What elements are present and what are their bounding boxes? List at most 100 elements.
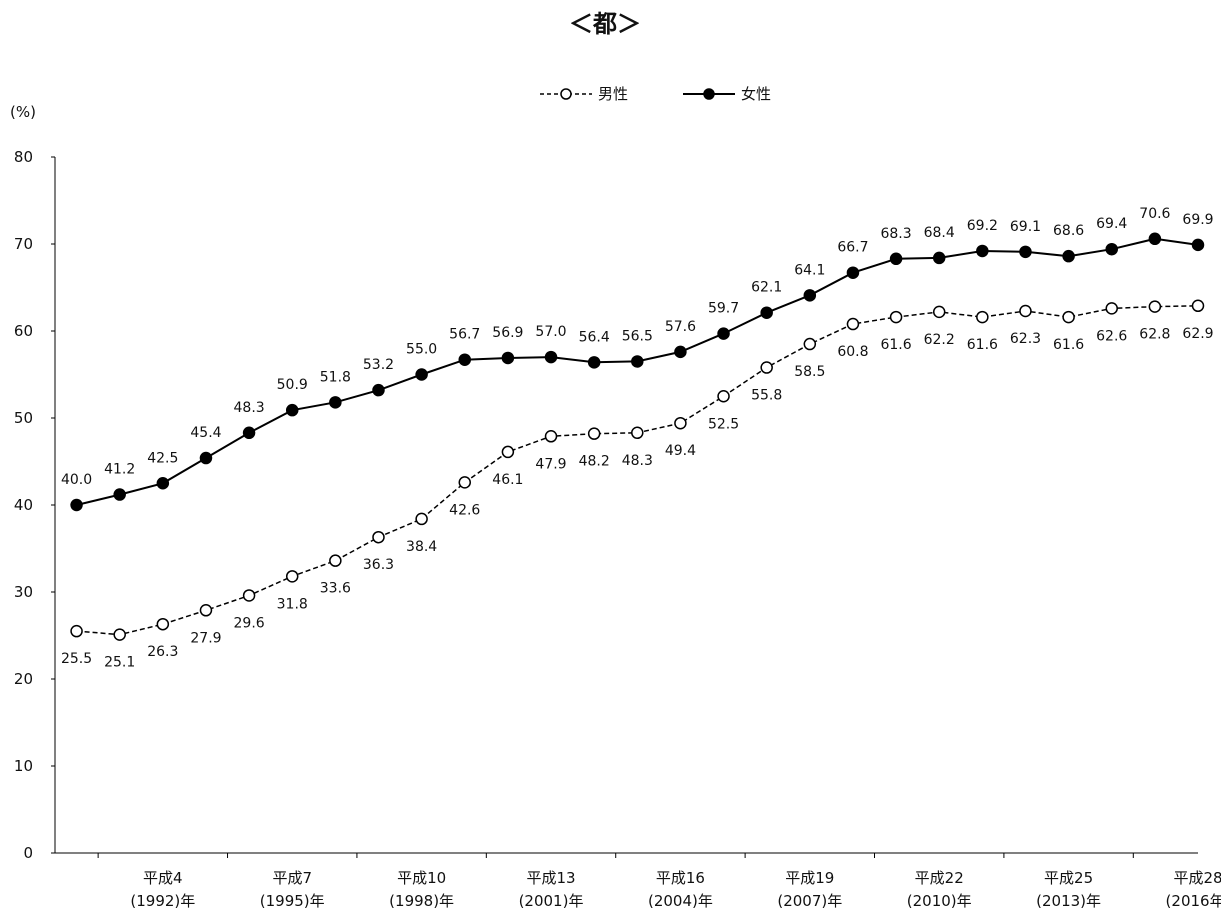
female-data-label: 69.9 — [1182, 212, 1213, 228]
female-data-label: 68.6 — [1053, 223, 1084, 239]
y-tick-label: 80 — [14, 148, 33, 166]
male-data-label: 61.6 — [967, 337, 998, 353]
male-data-point — [674, 416, 687, 430]
female-data-point — [242, 426, 256, 440]
x-tick-label-year: (2016年) — [1166, 892, 1221, 910]
male-data-label: 33.6 — [320, 581, 351, 597]
female-data-label: 50.9 — [277, 377, 308, 393]
male-data-point — [285, 570, 299, 583]
female-data-point — [846, 266, 860, 279]
x-tick-label-era: 平成22 — [915, 869, 964, 887]
female-data-point — [760, 306, 773, 319]
male-data-label: 48.3 — [622, 453, 653, 469]
y-tick-label: 40 — [14, 496, 33, 514]
male-data-label: 61.6 — [1053, 337, 1084, 353]
x-tick-label-era: 平成7 — [272, 869, 312, 887]
female-data-point — [976, 244, 989, 258]
female-data-point — [544, 350, 558, 364]
female-data-label: 55.0 — [406, 342, 437, 358]
y-tick-label: 50 — [14, 409, 33, 427]
female-data-label: 56.9 — [492, 325, 523, 341]
female-data-point — [199, 451, 213, 465]
female-data-point — [587, 356, 601, 369]
female-data-label: 68.3 — [880, 226, 911, 242]
male-data-label: 60.8 — [837, 344, 868, 360]
male-data-label: 49.4 — [665, 443, 696, 459]
female-data-point — [803, 289, 817, 302]
male-data-label: 36.3 — [363, 557, 394, 573]
female-data-point — [285, 403, 299, 417]
female-data-point — [674, 345, 687, 359]
y-tick-label: 30 — [14, 583, 33, 601]
male-data-point — [113, 628, 126, 641]
female-data-point — [631, 355, 644, 368]
x-tick-label-year: (2004)年 — [648, 892, 713, 910]
male-data-label: 62.8 — [1139, 327, 1170, 343]
female-data-label: 57.0 — [535, 324, 566, 340]
x-axis-ticks: 平成4 (1992)年 平成7 (1995)年 平成10 (1998)年 平成13 (2001… — [97, 853, 1221, 910]
female-data-point — [113, 488, 126, 501]
female-data-point — [70, 498, 83, 512]
female-data-label: 66.7 — [837, 240, 868, 256]
x-tick-label-era: 平成28 — [1173, 869, 1221, 887]
female-data-label: 56.7 — [449, 327, 480, 343]
female-data-label: 51.8 — [320, 369, 351, 385]
x-tick-label-year: (2001)年 — [519, 892, 584, 910]
x-tick-label-year: (1998)年 — [389, 892, 454, 910]
male-data-point — [156, 617, 170, 631]
male-data-label: 52.5 — [708, 416, 739, 432]
male-data-label: 48.2 — [579, 454, 610, 470]
male-data-label: 29.6 — [234, 615, 265, 631]
female-data-point — [1191, 238, 1205, 252]
female-data-point — [501, 351, 515, 365]
male-data-point — [372, 530, 385, 544]
x-tick-label-era: 平成13 — [526, 869, 575, 887]
female-data-point — [329, 396, 342, 409]
male-data-label: 25.1 — [104, 655, 135, 671]
male-data-label: 62.2 — [924, 332, 955, 348]
x-tick-label-year: (2013)年 — [1036, 892, 1101, 910]
male-data-label: 27.9 — [190, 630, 221, 646]
legend: 男性 女性 — [540, 85, 771, 103]
female-data-label: 69.2 — [967, 218, 998, 234]
female-data-label: 68.4 — [924, 225, 955, 241]
male-data-point — [501, 445, 515, 459]
male-data-point — [760, 361, 773, 374]
x-tick-label-year: (2007)年 — [777, 892, 842, 910]
male-data-label: 47.9 — [535, 456, 566, 472]
female-data-label: 56.4 — [579, 329, 610, 345]
female-data-label: 59.7 — [708, 301, 739, 317]
y-tick-label: 10 — [14, 757, 33, 775]
legend-male-marker — [560, 88, 572, 100]
male-data-point — [1062, 310, 1075, 324]
female-data-point — [372, 383, 385, 397]
female-data-label: 42.5 — [147, 450, 178, 466]
male-data-point — [587, 427, 601, 440]
male-data-point — [199, 604, 213, 617]
x-tick-label-era: 平成10 — [397, 869, 446, 887]
male-data-label: 42.6 — [449, 502, 480, 518]
female-data-label: 57.6 — [665, 319, 696, 335]
legend-female-marker — [703, 88, 715, 100]
female-data-label: 40.0 — [61, 472, 92, 488]
male-data-label: 62.9 — [1182, 326, 1213, 342]
male-data-point — [458, 476, 472, 489]
male-data-point — [889, 310, 903, 324]
x-tick-label-era: 平成19 — [785, 869, 834, 887]
legend-male-label: 男性 — [598, 85, 628, 103]
male-data-point — [631, 426, 644, 440]
female-data-point — [717, 327, 730, 340]
chart-title: ＜都＞ — [569, 10, 641, 38]
male-data-point — [846, 317, 860, 331]
female-data-label: 62.1 — [751, 280, 782, 296]
male-data-point — [976, 310, 989, 324]
male-data-point — [415, 512, 428, 526]
female-data-label: 45.4 — [190, 425, 221, 441]
male-data-label: 31.8 — [277, 596, 308, 612]
female-data-label: 69.4 — [1096, 216, 1127, 232]
female-data-point — [1105, 242, 1118, 256]
male-data-point — [1105, 302, 1118, 315]
male-data-label: 46.1 — [492, 472, 523, 488]
x-tick-label-era: 平成25 — [1044, 869, 1093, 887]
